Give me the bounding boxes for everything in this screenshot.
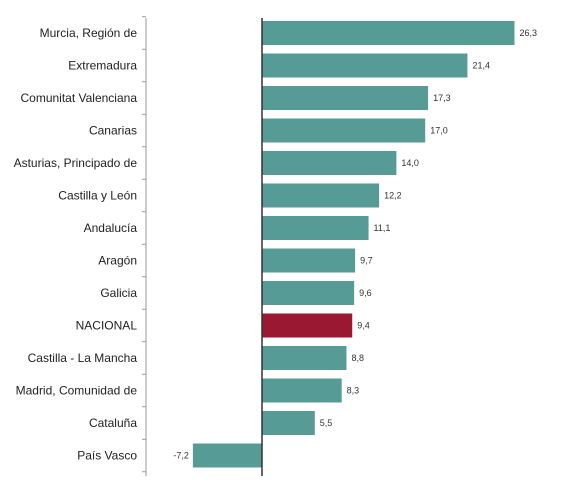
category-label-nacional: NACIONAL xyxy=(76,319,138,333)
bar-galicia xyxy=(262,281,355,305)
value-label-canarias: 17,0 xyxy=(430,126,448,136)
category-label-canarias: Canarias xyxy=(89,124,137,138)
bar-canarias xyxy=(262,118,426,143)
value-labels-layer: 26,3 21,4 17,3 17,0 14,0 12,2 11,1 9,7 9,6 9,4 8,8… xyxy=(173,28,537,461)
value-label-madrid-comunidad-de: 8,3 xyxy=(347,386,360,396)
value-label-castilla-y-leon: 12,2 xyxy=(384,191,402,201)
bar-nacional xyxy=(262,313,353,338)
bar-pais-vasco xyxy=(192,443,262,468)
category-label-cataluna: Cataluña xyxy=(89,416,137,430)
bar-castilla-y-leon xyxy=(262,183,380,208)
value-label-castilla-la-mancha: 8,8 xyxy=(351,353,364,363)
bar-castilla-la-mancha xyxy=(262,346,347,370)
value-label-nacional: 9,4 xyxy=(357,321,370,331)
category-label-comunitat-valenciana: Comunitat Valenciana xyxy=(20,91,137,105)
category-label-castilla-y-leon: Castilla y León xyxy=(58,189,137,203)
category-label-pais-vasco: País Vasco xyxy=(77,449,137,463)
category-label-galicia: Galicia xyxy=(100,286,137,300)
bar-comunitat-valenciana xyxy=(262,86,429,110)
category-label-asturias-principado-de: Asturias, Principado de xyxy=(14,156,138,170)
category-label-madrid-comunidad-de: Madrid, Comunidad de xyxy=(16,384,138,398)
bar-extremadura xyxy=(262,53,468,78)
bar-cataluna xyxy=(262,411,315,435)
value-label-asturias-principado-de: 14,0 xyxy=(401,158,419,168)
category-label-aragon: Aragón xyxy=(98,254,137,268)
value-label-comunitat-valenciana: 17,3 xyxy=(433,93,451,103)
category-label-castilla-la-mancha: Castilla - La Mancha xyxy=(28,351,138,365)
value-label-cataluna: 5,5 xyxy=(320,418,333,428)
value-label-pais-vasco: -7,2 xyxy=(173,451,189,461)
bars-layer xyxy=(192,21,515,468)
value-label-andalucia: 11,1 xyxy=(374,223,391,233)
bar-murcia-region-de xyxy=(262,21,515,45)
bar-aragon xyxy=(262,248,356,273)
bar-asturias-principado-de xyxy=(262,151,397,175)
bar-madrid-comunidad-de xyxy=(262,378,342,403)
value-label-extremadura: 21,4 xyxy=(472,61,490,71)
value-label-galicia: 9,6 xyxy=(359,288,372,298)
category-label-extremadura: Extremadura xyxy=(68,59,137,73)
bar-andalucia xyxy=(262,216,369,240)
axis-layer xyxy=(142,16,263,476)
category-label-andalucia: Andalucía xyxy=(84,221,138,235)
category-labels-layer: Murcia, Región de Extremadura Comunitat Va… xyxy=(14,26,138,463)
category-label-murcia-region-de: Murcia, Región de xyxy=(40,26,138,40)
value-label-murcia-region-de: 26,3 xyxy=(519,28,537,38)
value-label-aragon: 9,7 xyxy=(360,256,373,266)
